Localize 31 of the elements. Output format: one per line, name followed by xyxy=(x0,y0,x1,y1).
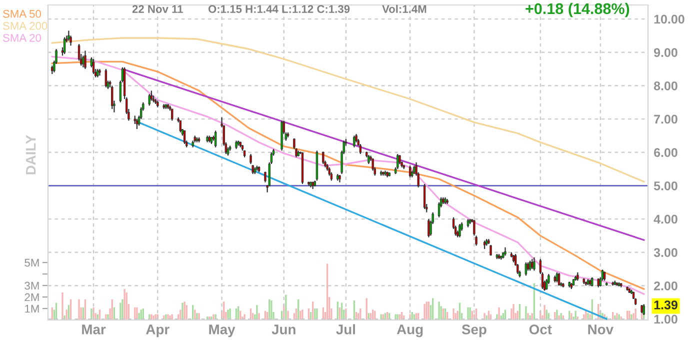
annotation: Vol:1.4M xyxy=(382,4,426,13)
y-tick-label: 8.00 xyxy=(654,81,678,90)
y-tick-label: 5.00 xyxy=(654,181,678,190)
annotation: 1.39 xyxy=(654,300,678,310)
x-tick-label: Sep xyxy=(462,324,486,338)
x-tick-label: Mar xyxy=(82,324,106,334)
text: SMA 50 xyxy=(3,10,41,18)
y2-tick-label: 1M xyxy=(25,304,39,313)
y-tick-label: 1.00 xyxy=(654,314,678,324)
annotation: 22 Nov 11 xyxy=(132,5,183,13)
y-tick-label: 4.00 xyxy=(654,214,678,224)
y-tick-label: 2.00 xyxy=(654,281,678,290)
y2-tick-label: 3M xyxy=(24,282,39,290)
x-tick-label: May xyxy=(209,324,236,338)
x-tick-label: Jun xyxy=(272,324,296,334)
series-label: SMA 200 xyxy=(3,22,48,30)
y-tick-label: 9.00 xyxy=(654,48,678,57)
y-tick-label: 7.00 xyxy=(654,114,678,124)
y-tick-label: 3.00 xyxy=(654,248,678,258)
annotation: +0.18 (14.88%) xyxy=(526,2,630,18)
x-tick-label: Nov xyxy=(588,324,614,334)
y2-tick-label: 2M xyxy=(24,293,39,302)
x-tick-label: Jul xyxy=(336,324,355,334)
x-tick-label: Aug xyxy=(396,324,423,338)
annotation: O:1.15 H:1.44 L:1.12 C:1.39 xyxy=(208,5,350,13)
y-tick-label: 6.00 xyxy=(654,148,678,157)
series-label: SMA 20 xyxy=(3,34,41,42)
x-tick-label: Apr xyxy=(146,324,170,338)
x-tick-label: Oct xyxy=(529,324,552,334)
y-tick-label: 10.00 xyxy=(654,14,684,24)
y2-tick-label: 5M xyxy=(24,258,39,267)
